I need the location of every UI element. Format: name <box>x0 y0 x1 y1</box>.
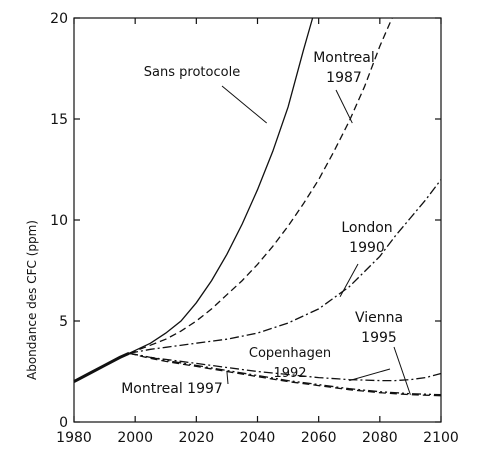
annotation-label-montreal-1987: Montreal <box>313 50 375 66</box>
leader-line-montreal-1987 <box>335 89 353 124</box>
annotation-label-vienna-1995: 1995 <box>361 330 397 346</box>
annotation-label-london-1990: London <box>341 220 392 236</box>
annotation-label-montreal-1987: 1987 <box>326 70 362 86</box>
x-tick-label: 2080 <box>362 430 398 446</box>
y-tick-label: 15 <box>50 112 68 128</box>
series-line-london-1990 <box>128 179 442 354</box>
annotation-label-vienna-1995: Vienna <box>355 310 403 326</box>
leader-line-london-1990 <box>339 263 359 298</box>
axes: 1980 2000 2020 2040 2060 2080 2100 0 5 10 15 20 <box>50 11 459 446</box>
annotation-label-montreal-1997: Montreal 1997 <box>121 381 223 397</box>
annotations: Sans protocole Montreal 1987 London 1990 Vien… <box>121 50 411 397</box>
historical-segment <box>73 351 130 383</box>
y-axis-label: Abondance des CFC (ppm) <box>25 220 39 380</box>
leader-line-montreal-1997 <box>226 371 229 385</box>
leader-line-vienna-1995 <box>393 346 411 395</box>
annotation-label-copenhagen-1992: Copenhagen <box>249 346 331 361</box>
y-tick-label: 20 <box>50 11 68 27</box>
x-tick-label: 2040 <box>240 430 276 446</box>
series-line-copenhagen-1992 <box>128 352 442 382</box>
x-tick-label: 1980 <box>56 430 92 446</box>
leader-line-copenhagen-1992 <box>349 368 391 382</box>
leader-line-sans-protocole <box>221 85 267 124</box>
annotation-label-sans-protocole: Sans protocole <box>144 65 240 80</box>
annotation-label-london-1990: 1990 <box>349 240 385 256</box>
x-tick-label: 2060 <box>301 430 337 446</box>
series-lines <box>73 17 442 397</box>
y-tick-label: 5 <box>59 314 68 330</box>
y-tick-label: 0 <box>59 415 68 431</box>
x-tick-label: 2020 <box>179 430 215 446</box>
x-tick-label: 2000 <box>117 430 153 446</box>
y-tick-label: 10 <box>50 213 68 229</box>
series-line-montreal-1987 <box>128 17 393 354</box>
series-line-vienna-1995 <box>128 352 442 396</box>
x-tick-label: 2100 <box>423 430 459 446</box>
annotation-label-copenhagen-1992: 1992 <box>273 366 306 381</box>
series-line-montreal-1997 <box>128 352 442 397</box>
